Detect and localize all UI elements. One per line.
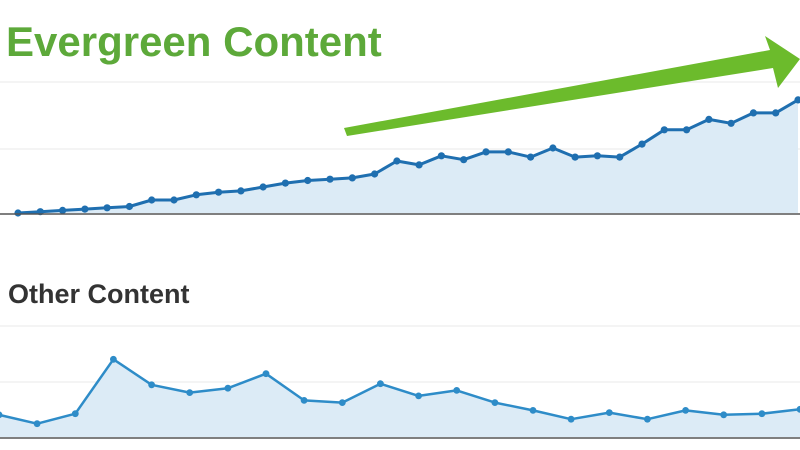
other-point-8	[300, 397, 308, 404]
evergreen-point-6	[148, 196, 156, 204]
evergreen-point-11	[259, 183, 267, 191]
evergreen-point-7	[170, 196, 178, 204]
other-series	[0, 355, 800, 437]
other-point-5	[186, 389, 194, 396]
evergreen-title: Evergreen Content	[6, 18, 382, 65]
evergreen-point-17	[393, 157, 401, 165]
evergreen-point-3	[81, 205, 89, 213]
evergreen-point-22	[504, 148, 512, 156]
other-point-14	[529, 407, 537, 414]
other-point-15	[567, 415, 575, 423]
other-point-7	[262, 370, 270, 378]
evergreen-point-24	[549, 144, 557, 152]
evergreen-point-33	[749, 109, 758, 117]
evergreen-point-25	[571, 153, 579, 161]
evergreen-point-26	[593, 152, 602, 160]
evergreen-point-16	[371, 170, 379, 178]
evergreen-point-28	[638, 140, 646, 148]
evergreen-point-30	[683, 126, 691, 134]
other-title: Other Content	[8, 279, 190, 309]
evergreen-point-13	[304, 176, 312, 185]
other-point-4	[148, 381, 156, 389]
evergreen-area	[18, 99, 798, 213]
other-point-2	[71, 410, 79, 418]
evergreen-point-8	[192, 191, 200, 199]
evergreen-point-31	[705, 115, 713, 123]
evergreen-point-15	[348, 174, 356, 182]
evergreen-point-19	[437, 152, 445, 160]
evergreen-point-27	[616, 153, 624, 161]
evergreen-point-23	[527, 153, 535, 161]
evergreen-point-29	[660, 126, 668, 134]
other-point-13	[491, 399, 499, 406]
evergreen-point-10	[237, 187, 245, 195]
other-point-9	[338, 399, 346, 406]
evergreen-point-32	[727, 119, 735, 127]
other-point-11	[415, 392, 422, 400]
evergreen-panel: Evergreen Content	[0, 18, 800, 217]
evergreen-point-14	[326, 175, 334, 183]
other-point-17	[644, 415, 651, 423]
evergreen-point-21	[482, 148, 490, 156]
evergreen-point-5	[125, 202, 133, 211]
evergreen-point-18	[415, 161, 423, 169]
evergreen-point-20	[460, 156, 468, 164]
evergreen-point-34	[772, 109, 780, 117]
other-point-1	[33, 420, 41, 428]
evergreen-point-4	[103, 204, 111, 212]
other-panel: Other Content	[0, 279, 800, 439]
other-line	[0, 358, 800, 425]
other-point-3	[110, 355, 117, 363]
other-point-20	[758, 410, 766, 418]
other-point-12	[453, 387, 461, 394]
other-point-6	[224, 384, 232, 392]
evergreen-series	[14, 96, 800, 217]
other-point-21	[796, 405, 800, 413]
evergreen-point-9	[215, 188, 223, 196]
other-point-10	[377, 380, 384, 388]
trend-arrow-icon	[344, 36, 800, 136]
other-point-18	[682, 407, 689, 414]
other-point-0	[0, 411, 3, 419]
other-point-16	[605, 409, 613, 416]
evergreen-point-2	[59, 206, 67, 214]
evergreen-line	[16, 98, 800, 215]
evergreen-point-35	[794, 96, 800, 104]
evergreen-point-12	[281, 179, 289, 187]
trend-arrow	[344, 36, 800, 136]
evergreen-point-0	[14, 209, 22, 217]
other-point-19	[720, 411, 728, 419]
other-area	[0, 359, 800, 437]
